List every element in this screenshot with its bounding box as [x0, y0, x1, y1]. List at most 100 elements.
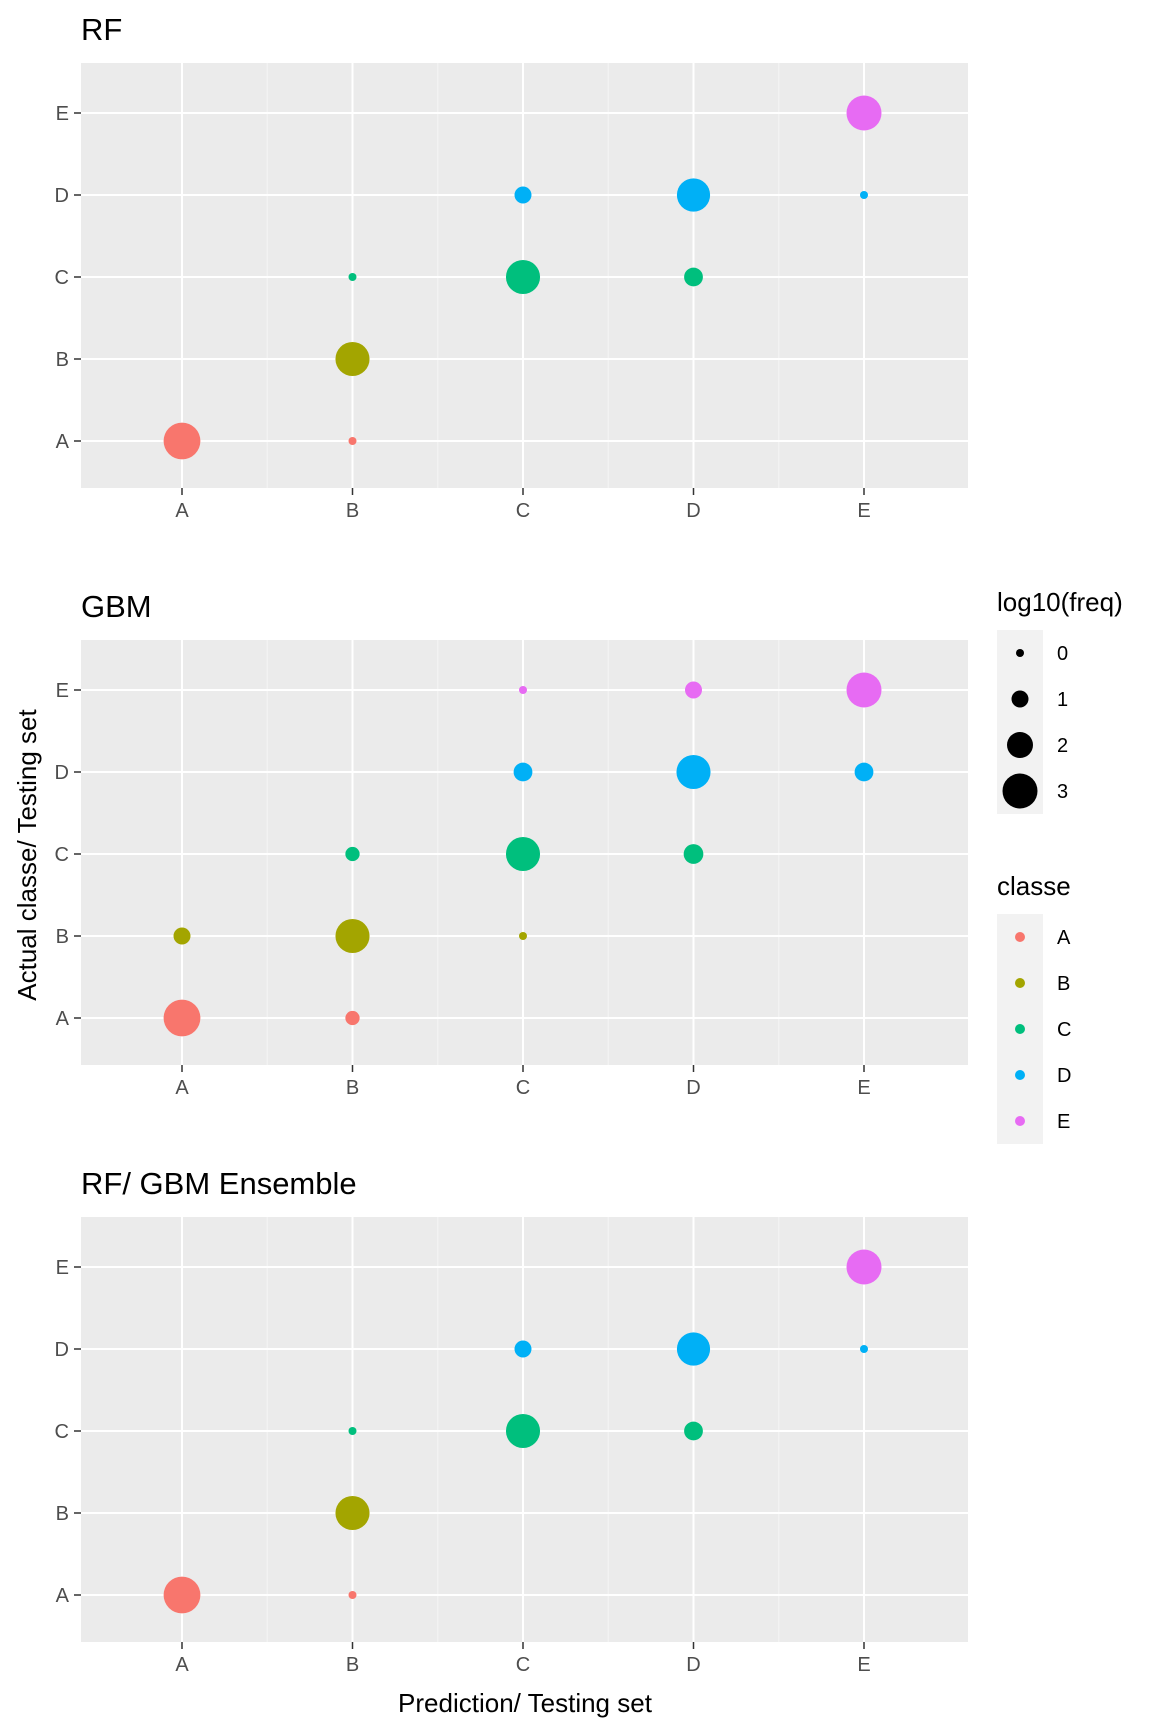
- data-point: [684, 267, 703, 287]
- data-point: [846, 672, 882, 708]
- y-tick-label: A: [56, 431, 70, 453]
- x-tick-label: E: [857, 1654, 870, 1676]
- legend-size: log10(freq) 0 1 2 3: [997, 587, 1123, 814]
- data-point: [345, 1010, 360, 1026]
- data-point: [676, 1332, 711, 1366]
- x-tick-label: D: [686, 1077, 700, 1099]
- data-point: [335, 1495, 370, 1531]
- y-tick-label: D: [55, 762, 69, 784]
- x-tick-label: E: [857, 500, 870, 522]
- data-point: [163, 999, 201, 1037]
- x-tick-label: D: [686, 1654, 700, 1676]
- data-point: [514, 1340, 532, 1358]
- legend-color-key: [1015, 1070, 1025, 1080]
- data-point: [163, 1576, 201, 1614]
- x-axis-ticks: A B C D E: [175, 488, 871, 522]
- y-axis-ticks: A B C D E: [55, 680, 81, 1030]
- y-tick-label: D: [55, 185, 69, 207]
- legend-color-items: A B C D E: [1015, 927, 1071, 1133]
- x-tick-label: B: [346, 500, 359, 522]
- legend-size-key: [1002, 773, 1038, 809]
- legend-size-key: [1016, 649, 1024, 657]
- data-point: [683, 844, 704, 864]
- legend-color-key: [1015, 932, 1025, 942]
- data-point: [513, 762, 533, 782]
- y-tick-label: C: [55, 267, 69, 289]
- y-tick-label: B: [56, 349, 69, 371]
- y-tick-label: A: [56, 1008, 70, 1030]
- data-points: [163, 95, 882, 460]
- data-point: [846, 1249, 882, 1285]
- data-point: [505, 836, 541, 872]
- x-tick-label: B: [346, 1654, 359, 1676]
- legend-size-title: log10(freq): [997, 587, 1123, 617]
- panel-ensemble: RF/ GBM Ensemble A B C D E A B C D E: [55, 1166, 968, 1676]
- x-tick-label: C: [516, 1654, 530, 1676]
- data-point: [676, 178, 711, 212]
- y-tick-label: D: [55, 1339, 69, 1361]
- panel-gbm: GBM A B C D E A B C D E: [55, 589, 968, 1099]
- y-tick-label: C: [55, 1421, 69, 1443]
- legend-size-label: 3: [1057, 781, 1068, 803]
- y-axis-title: Actual classe/ Testing set: [12, 709, 42, 1001]
- data-points: [163, 1249, 882, 1614]
- legend-color-label: B: [1057, 973, 1070, 995]
- data-point: [846, 95, 882, 131]
- data-point: [335, 341, 370, 377]
- y-tick-label: E: [56, 1257, 69, 1279]
- panel-title-ensemble: RF/ GBM Ensemble: [81, 1166, 357, 1201]
- legend-size-label: 0: [1057, 643, 1068, 665]
- x-tick-label: D: [686, 500, 700, 522]
- data-points: [163, 672, 882, 1037]
- x-tick-label: C: [516, 500, 530, 522]
- data-point: [348, 1591, 357, 1599]
- y-tick-label: B: [56, 926, 69, 948]
- data-point: [348, 437, 357, 445]
- x-axis-ticks: A B C D E: [175, 1065, 871, 1099]
- data-point: [335, 918, 370, 954]
- panel-title-rf: RF: [81, 12, 122, 47]
- legend-color-key: [1015, 978, 1025, 988]
- legend-color: classe A B C D E: [997, 871, 1071, 1144]
- legend-size-label: 2: [1057, 735, 1068, 757]
- data-point: [860, 1345, 868, 1353]
- legend-color-key: [1015, 1024, 1025, 1034]
- x-tick-label: A: [175, 500, 189, 522]
- data-point: [519, 686, 527, 694]
- x-tick-label: A: [175, 1077, 189, 1099]
- data-point: [684, 1421, 703, 1441]
- y-tick-label: A: [56, 1585, 70, 1607]
- data-point: [348, 1427, 357, 1435]
- legend-size-key: [1011, 690, 1029, 708]
- data-point: [163, 422, 201, 460]
- x-tick-label: E: [857, 1077, 870, 1099]
- data-point: [854, 762, 874, 782]
- legend-color-label: D: [1057, 1065, 1071, 1087]
- legend-color-key: [1015, 1116, 1025, 1126]
- x-tick-label: C: [516, 1077, 530, 1099]
- y-tick-label: B: [56, 1503, 69, 1525]
- x-axis-ticks: A B C D E: [175, 1642, 871, 1676]
- data-point: [505, 1413, 541, 1449]
- legend-size-label: 1: [1057, 689, 1068, 711]
- data-point: [345, 846, 360, 862]
- legend-color-label: E: [1057, 1111, 1070, 1133]
- y-axis-ticks: A B C D E: [55, 1257, 81, 1607]
- data-point: [519, 932, 527, 940]
- x-tick-label: A: [175, 1654, 189, 1676]
- legend-color-label: C: [1057, 1019, 1071, 1041]
- data-point: [348, 273, 357, 281]
- y-tick-label: C: [55, 844, 69, 866]
- y-axis-ticks: A B C D E: [55, 103, 81, 453]
- data-point: [676, 754, 711, 790]
- data-point: [505, 259, 541, 295]
- legend-size-key: [1007, 732, 1033, 758]
- data-point: [685, 681, 702, 699]
- y-tick-label: E: [56, 680, 69, 702]
- legend-color-title: classe: [997, 871, 1071, 901]
- data-point: [514, 186, 532, 204]
- x-tick-label: B: [346, 1077, 359, 1099]
- x-axis-title: Prediction/ Testing set: [398, 1688, 653, 1718]
- legend-size-items: 0 1 2 3: [1002, 643, 1068, 809]
